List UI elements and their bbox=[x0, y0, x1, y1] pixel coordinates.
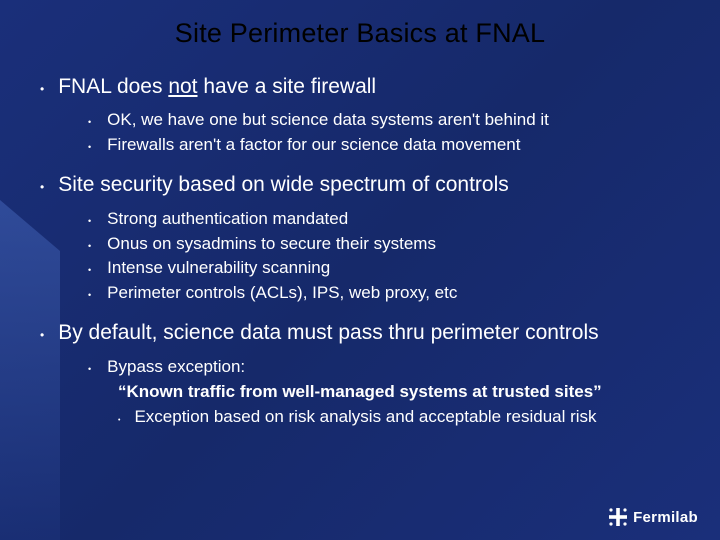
list-item: • By default, science data must pass thr… bbox=[40, 319, 680, 428]
bullet-dot: • bbox=[118, 413, 120, 428]
list-item: • OK, we have one but science data syste… bbox=[88, 109, 680, 132]
sub-bullet-text: Strong authentication mandated bbox=[107, 208, 348, 231]
bullet-dot: • bbox=[88, 287, 91, 304]
list-item: • FNAL does not have a site firewall • O… bbox=[40, 73, 680, 157]
slide-title: Site Perimeter Basics at FNAL bbox=[40, 18, 680, 49]
bullet-dot: • bbox=[88, 139, 91, 156]
bullet-text: FNAL does not have a site firewall bbox=[58, 73, 376, 101]
fermilab-logo-icon bbox=[609, 508, 627, 526]
list-item: • Intense vulnerability scanning bbox=[88, 257, 680, 280]
fermilab-logo-text: Fermilab bbox=[633, 509, 698, 526]
quote-text: “Known traffic from well-managed systems… bbox=[118, 382, 602, 401]
list-item: • Bypass exception: “Known traffic from … bbox=[88, 356, 680, 429]
sub-bullet-text: Firewalls aren't a factor for our scienc… bbox=[107, 134, 520, 157]
bullet-dot: • bbox=[88, 114, 91, 131]
list-item: • Strong authentication mandated bbox=[88, 208, 680, 231]
bullet-dot: • bbox=[88, 213, 91, 230]
bullet-text: Site security based on wide spectrum of … bbox=[58, 171, 509, 199]
list-item: • Perimeter controls (ACLs), IPS, web pr… bbox=[88, 282, 680, 305]
sub-list: • Strong authentication mandated • Onus … bbox=[88, 208, 680, 306]
subsub-bullet-text: Exception based on risk analysis and acc… bbox=[134, 406, 596, 429]
bullet-list: • FNAL does not have a site firewall • O… bbox=[40, 73, 680, 428]
sub-bullet-text: Onus on sysadmins to secure their system… bbox=[107, 233, 436, 256]
fermilab-logo: Fermilab bbox=[609, 508, 698, 526]
bullet-dot: • bbox=[88, 262, 91, 279]
list-item: • Onus on sysadmins to secure their syst… bbox=[88, 233, 680, 256]
list-item: • Firewalls aren't a factor for our scie… bbox=[88, 134, 680, 157]
sub-bullet-text: Intense vulnerability scanning bbox=[107, 257, 330, 280]
quote-block: “Known traffic from well-managed systems… bbox=[118, 381, 680, 404]
subsub-list: • Exception based on risk analysis and a… bbox=[118, 406, 680, 429]
bullet-text: By default, science data must pass thru … bbox=[58, 319, 598, 347]
sub-bullet-text: Perimeter controls (ACLs), IPS, web prox… bbox=[107, 282, 457, 305]
sub-list: • OK, we have one but science data syste… bbox=[88, 109, 680, 157]
bullet-dot: • bbox=[40, 325, 44, 345]
sub-bullet-text: Bypass exception: bbox=[107, 356, 245, 379]
sub-list: • Bypass exception: “Known traffic from … bbox=[88, 356, 680, 429]
bullet-dot: • bbox=[40, 79, 44, 99]
bullet-dot: • bbox=[88, 361, 91, 378]
slide: Site Perimeter Basics at FNAL • FNAL doe… bbox=[0, 0, 720, 540]
bullet-dot: • bbox=[40, 177, 44, 197]
list-item: • Site security based on wide spectrum o… bbox=[40, 171, 680, 305]
bullet-dot: • bbox=[88, 238, 91, 255]
sub-bullet-text: OK, we have one but science data systems… bbox=[107, 109, 549, 132]
list-item: • Exception based on risk analysis and a… bbox=[118, 406, 680, 429]
